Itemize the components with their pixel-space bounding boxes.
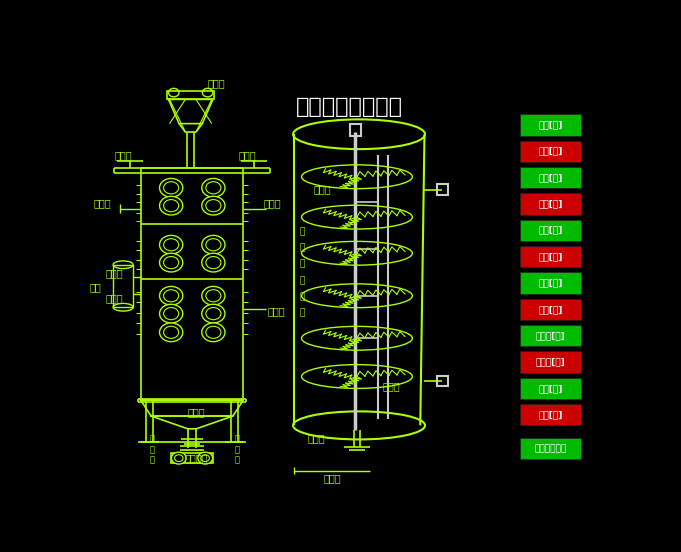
Text: 出料[开]: 出料[开] [539, 384, 563, 393]
Text: 体: 体 [300, 243, 305, 253]
Bar [520, 114, 581, 136]
Text: 排湿[关]: 排湿[关] [539, 305, 563, 314]
Text: 热空气[关]: 热空气[关] [536, 358, 565, 367]
Text: 出蒸气: 出蒸气 [268, 306, 285, 316]
Text: 盘式干燥机控制箱: 盘式干燥机控制箱 [296, 97, 402, 116]
Text: 热源出: 热源出 [106, 293, 123, 303]
Circle shape [202, 286, 225, 305]
Text: 出料口: 出料口 [187, 407, 205, 418]
Circle shape [159, 235, 183, 254]
Text: 部: 部 [300, 276, 305, 285]
Circle shape [202, 178, 225, 197]
Text: 进蒸气: 进蒸气 [264, 198, 281, 208]
Bar [520, 438, 581, 459]
Text: 排湿口: 排湿口 [239, 151, 257, 161]
Text: 空气: 空气 [90, 282, 101, 292]
Text: 出料[关]: 出料[关] [539, 410, 563, 420]
Bar [520, 193, 581, 215]
Circle shape [159, 286, 183, 305]
Circle shape [202, 235, 225, 254]
Text: 结: 结 [300, 292, 305, 301]
Bar [350, 124, 361, 136]
Text: 出蒸气: 出蒸气 [383, 381, 400, 391]
Text: 拨叶[关]: 拨叶[关] [539, 252, 563, 261]
Bar [520, 246, 581, 267]
Circle shape [202, 304, 225, 323]
Bar [437, 376, 447, 386]
Bar [520, 352, 581, 373]
Text: 蒸气[开]: 蒸气[开] [539, 173, 563, 182]
Circle shape [197, 452, 212, 464]
Bar [520, 378, 581, 399]
Circle shape [159, 197, 183, 215]
Text: 热源进: 热源进 [106, 268, 123, 278]
Text: 拨叶[开]: 拨叶[开] [539, 226, 563, 235]
Circle shape [202, 253, 225, 272]
Circle shape [159, 304, 183, 323]
Circle shape [159, 178, 183, 197]
Text: 热源出: 热源出 [323, 474, 341, 484]
Text: 进蒸气: 进蒸气 [94, 198, 112, 208]
Text: 热空气[开]: 热空气[开] [536, 331, 565, 340]
Text: 转动电机: 转动电机 [184, 453, 208, 463]
Bar [167, 91, 215, 99]
Bar [113, 265, 133, 307]
Text: 加料[开]: 加料[开] [539, 120, 563, 129]
Bar [520, 325, 581, 346]
Circle shape [159, 253, 183, 272]
Bar [520, 404, 581, 426]
Text: 排湿口: 排湿口 [114, 151, 132, 161]
Text: 返回产品目录: 返回产品目录 [535, 444, 567, 453]
Circle shape [202, 197, 225, 215]
Text: 内: 内 [300, 260, 305, 269]
Text: 主: 主 [300, 227, 305, 236]
Text: 蒸气[关]: 蒸气[关] [539, 199, 563, 209]
Text: 加料机: 加料机 [207, 78, 225, 88]
Circle shape [202, 323, 225, 342]
Bar [437, 184, 447, 195]
Bar [520, 141, 581, 162]
Text: 构: 构 [300, 308, 305, 317]
Circle shape [159, 323, 183, 342]
Text: 固
定
柱: 固 定 柱 [234, 435, 239, 465]
Text: 进蒸气: 进蒸气 [314, 184, 332, 194]
Text: 加料[关]: 加料[关] [539, 147, 563, 156]
Text: 排湿[开]: 排湿[开] [539, 279, 563, 288]
Bar [520, 220, 581, 241]
Bar [520, 272, 581, 294]
Bar [520, 299, 581, 320]
Circle shape [172, 452, 186, 464]
Text: 出料口: 出料口 [308, 433, 325, 443]
Text: 固
定
柱: 固 定 柱 [149, 435, 154, 465]
Bar [171, 453, 213, 463]
Bar [520, 167, 581, 188]
